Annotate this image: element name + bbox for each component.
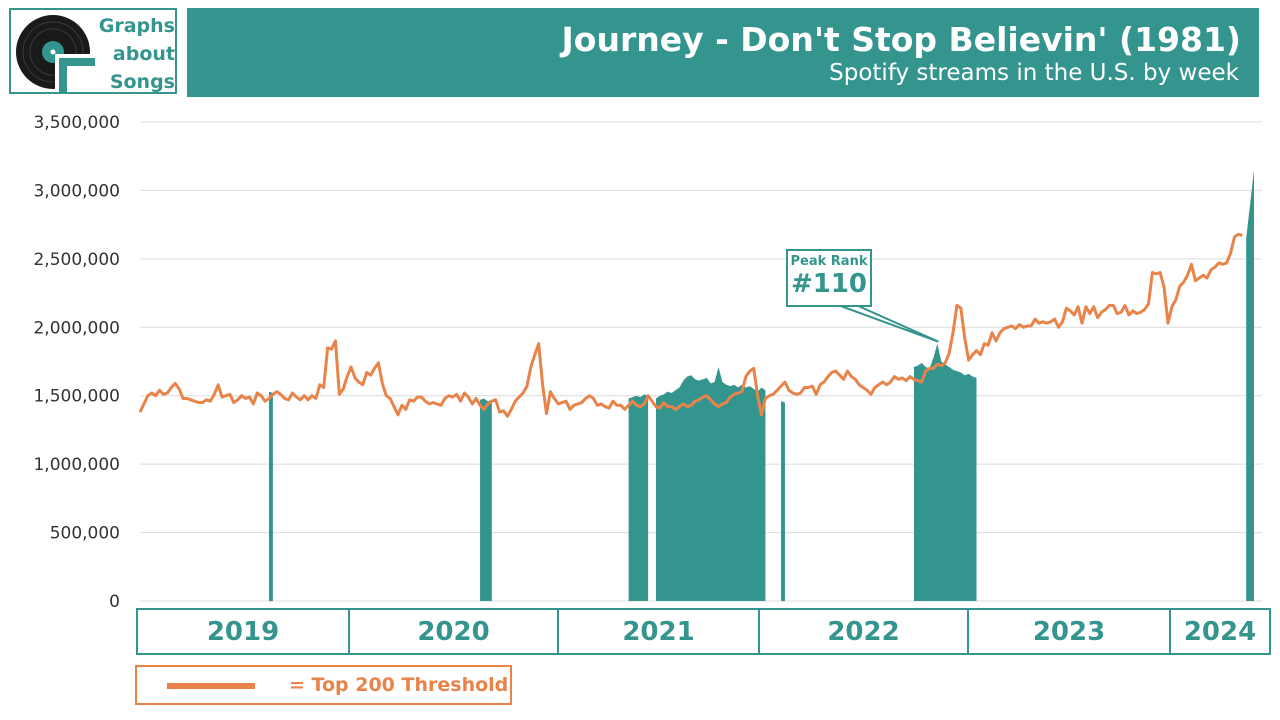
charting-area-segment (480, 398, 492, 601)
logo: Graphs about Songs (9, 8, 177, 94)
year-label-2022: 2022 (758, 608, 969, 655)
legend-label: = Top 200 Threshold (289, 674, 509, 696)
callout-value: #110 (790, 269, 868, 299)
charting-area-segment (268, 391, 273, 601)
y-tick-label: 2,500,000 (33, 250, 120, 270)
callout-pointer-triangle (837, 304, 939, 343)
logo-line-2: about (112, 43, 175, 65)
legend-line-swatch (167, 683, 255, 689)
threshold-line (138, 232, 1243, 418)
y-tick-label: 3,000,000 (33, 181, 120, 201)
charting-area-segment (628, 394, 649, 601)
logo-line-3: Songs (109, 71, 175, 93)
callout-label: Peak Rank (790, 254, 868, 269)
year-label-2021: 2021 (557, 608, 760, 655)
legend: = Top 200 Threshold (135, 665, 512, 705)
header-bar: Journey - Don't Stop Believin' (1981) Sp… (187, 8, 1259, 97)
logo-line-1: Graphs (98, 15, 175, 37)
y-tick-label: 3,500,000 (33, 113, 120, 133)
year-label-2024: 2024 (1169, 608, 1271, 655)
y-tick-label: 0 (109, 592, 120, 612)
y-axis-labels: 0 500,000 1,000,000 1,500,000 2,000,000 2,500… (33, 113, 120, 612)
y-tick-label: 2,000,000 (33, 318, 120, 338)
callout-pointer (837, 304, 939, 343)
y-tick-label: 1,000,000 (33, 455, 120, 475)
charting-area-segment (781, 401, 785, 601)
y-tick-label: 500,000 (50, 524, 120, 544)
vinyl-record-icon (16, 15, 95, 92)
chart-subtitle: Spotify streams in the U.S. by week (829, 60, 1239, 86)
chart-title: Journey - Don't Stop Believin' (1981) (561, 20, 1241, 59)
charting-area-segment (655, 366, 766, 601)
threshold-line-series (138, 232, 1243, 418)
year-label-2019: 2019 (136, 608, 350, 655)
year-label-2023: 2023 (967, 608, 1171, 655)
peak-rank-callout: Peak Rank #110 (786, 249, 872, 307)
y-tick-label: 1,500,000 (33, 387, 120, 407)
year-label-2020: 2020 (348, 608, 559, 655)
charting-area-segment (913, 343, 977, 601)
charting-area-segment (1246, 169, 1254, 601)
charting-area-series (268, 169, 1254, 601)
